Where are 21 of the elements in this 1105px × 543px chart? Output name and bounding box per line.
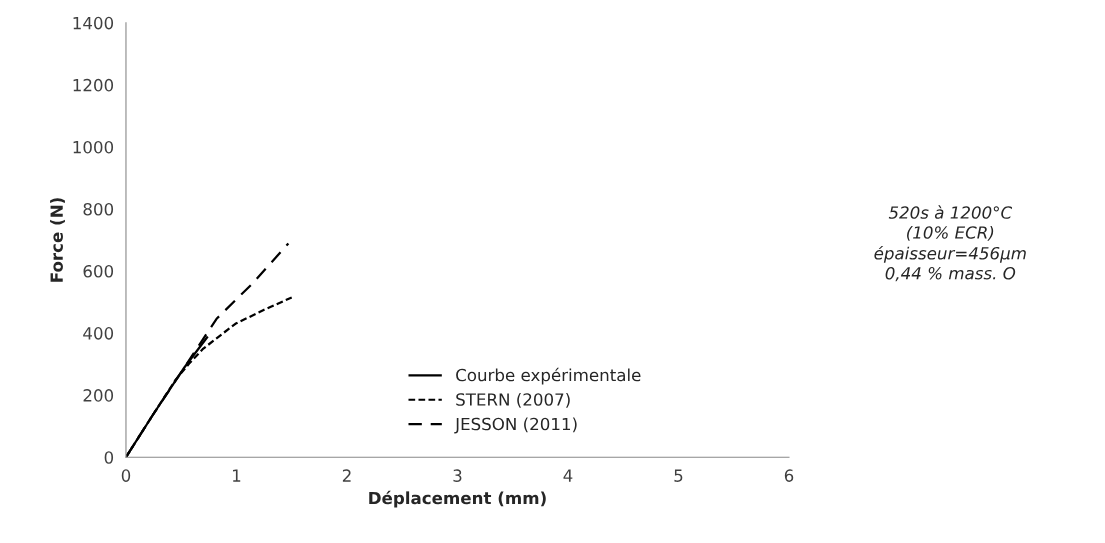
x-tick-label: 3 [453,469,462,482]
y-tick-label: 0 [104,451,114,464]
x-tick-label: 2 [342,469,351,482]
text: 520s à 1200°C (10% ECR) épaisseur=456µm 0,44 % mass. O [874,205,1026,282]
x-tick-label: 0 [121,469,131,482]
x-axis-title: Déplacement (mm) [369,490,546,508]
y-tick-label: 1000 [73,140,114,154]
legend-label: STERN (2007) [456,392,570,408]
x-tick-label: 1 [233,469,241,482]
y-tick-label: 400 [83,327,114,340]
y-tick-label: 800 [83,202,114,216]
x-tick-label: 5 [674,469,683,482]
x-tick-label: 4 [563,469,573,482]
y-axis-title: Force (N) [50,198,65,282]
y-tick-label: 200 [83,389,114,402]
y-tick-label: 600 [83,265,114,278]
x-tick-label: 6 [784,469,794,482]
y-tick-label: 1400 [73,16,114,30]
y-tick-label: 1200 [73,78,114,92]
legend-label: JESSON (2011) [454,417,577,434]
legend-label: Courbe expérimentale [456,367,641,385]
